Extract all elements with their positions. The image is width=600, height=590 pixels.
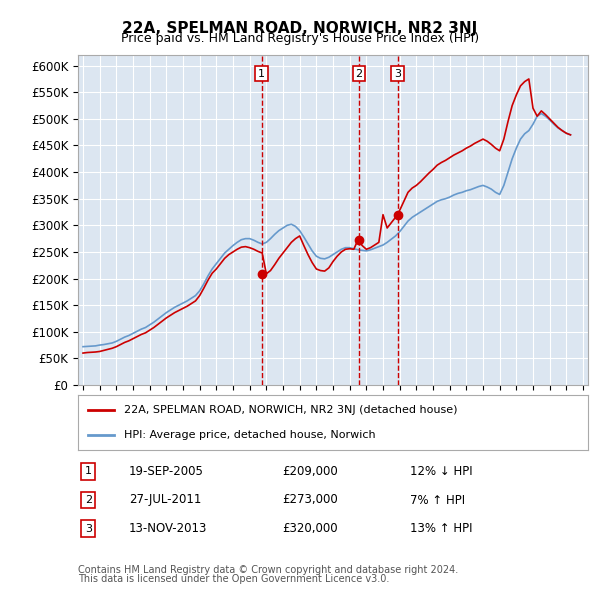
Text: 13-NOV-2013: 13-NOV-2013 xyxy=(129,522,208,535)
Text: 3: 3 xyxy=(394,68,401,78)
Text: £209,000: £209,000 xyxy=(282,465,338,478)
Text: £273,000: £273,000 xyxy=(282,493,338,506)
Text: 3: 3 xyxy=(85,524,92,534)
Text: 22A, SPELMAN ROAD, NORWICH, NR2 3NJ (detached house): 22A, SPELMAN ROAD, NORWICH, NR2 3NJ (det… xyxy=(124,405,457,415)
Text: This data is licensed under the Open Government Licence v3.0.: This data is licensed under the Open Gov… xyxy=(78,574,389,584)
Text: 1: 1 xyxy=(258,68,265,78)
Text: 12% ↓ HPI: 12% ↓ HPI xyxy=(409,465,472,478)
Text: 1: 1 xyxy=(85,466,92,476)
Text: 27-JUL-2011: 27-JUL-2011 xyxy=(129,493,202,506)
Text: 7% ↑ HPI: 7% ↑ HPI xyxy=(409,493,464,506)
Text: HPI: Average price, detached house, Norwich: HPI: Average price, detached house, Norw… xyxy=(124,430,376,440)
Text: 19-SEP-2005: 19-SEP-2005 xyxy=(129,465,204,478)
Text: 2: 2 xyxy=(85,495,92,505)
Text: Contains HM Land Registry data © Crown copyright and database right 2024.: Contains HM Land Registry data © Crown c… xyxy=(78,565,458,575)
Text: 2: 2 xyxy=(355,68,362,78)
Text: 13% ↑ HPI: 13% ↑ HPI xyxy=(409,522,472,535)
Text: £320,000: £320,000 xyxy=(282,522,338,535)
Text: 22A, SPELMAN ROAD, NORWICH, NR2 3NJ: 22A, SPELMAN ROAD, NORWICH, NR2 3NJ xyxy=(122,21,478,35)
Text: Price paid vs. HM Land Registry's House Price Index (HPI): Price paid vs. HM Land Registry's House … xyxy=(121,32,479,45)
